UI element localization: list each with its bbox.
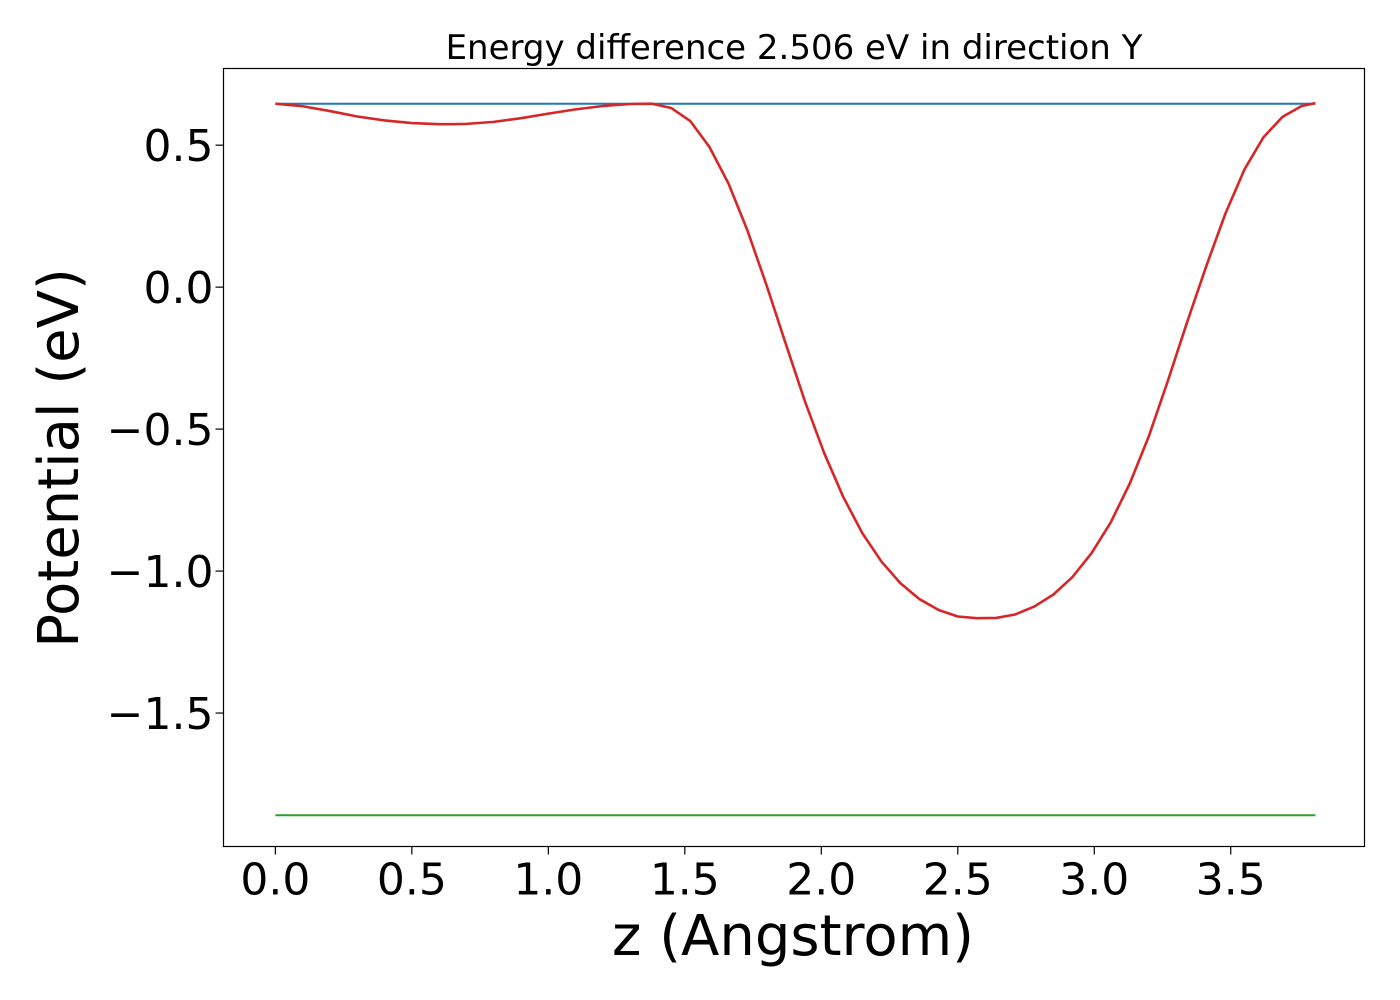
- x-tick-label: 3.0: [1059, 855, 1129, 906]
- y-tick-label: 0.0: [144, 263, 214, 314]
- x-tick-label: 1.0: [513, 855, 583, 906]
- series-line-2: [275, 101, 1316, 620]
- y-axis-label: Potential (eV): [27, 268, 92, 648]
- x-tick-label: 1.5: [650, 855, 720, 906]
- plot-area-frame: [222, 67, 1366, 848]
- y-tick-label: −1.0: [107, 547, 214, 598]
- y-tick-label: −1.5: [107, 689, 214, 740]
- y-axis: 0.5 0.0 −0.5 −1.0 −1.5: [107, 121, 224, 740]
- y-tick-label: −0.5: [107, 405, 214, 456]
- x-axis-label: z (Angstrom): [612, 904, 974, 969]
- chart-title: Energy difference 2.506 eV in direction …: [446, 28, 1143, 68]
- x-axis: 0.0 0.5 1.0 1.5 2.0 2.5 3.0 3.5: [240, 846, 1266, 906]
- x-tick-label: 3.5: [1196, 855, 1266, 906]
- x-tick-label: 2.0: [786, 855, 856, 906]
- x-tick-label: 0.0: [240, 855, 310, 906]
- y-tick-label: 0.5: [144, 121, 214, 172]
- series-layer: [275, 101, 1316, 817]
- x-tick-label: 0.5: [377, 855, 447, 906]
- x-tick-label: 2.5: [923, 855, 993, 906]
